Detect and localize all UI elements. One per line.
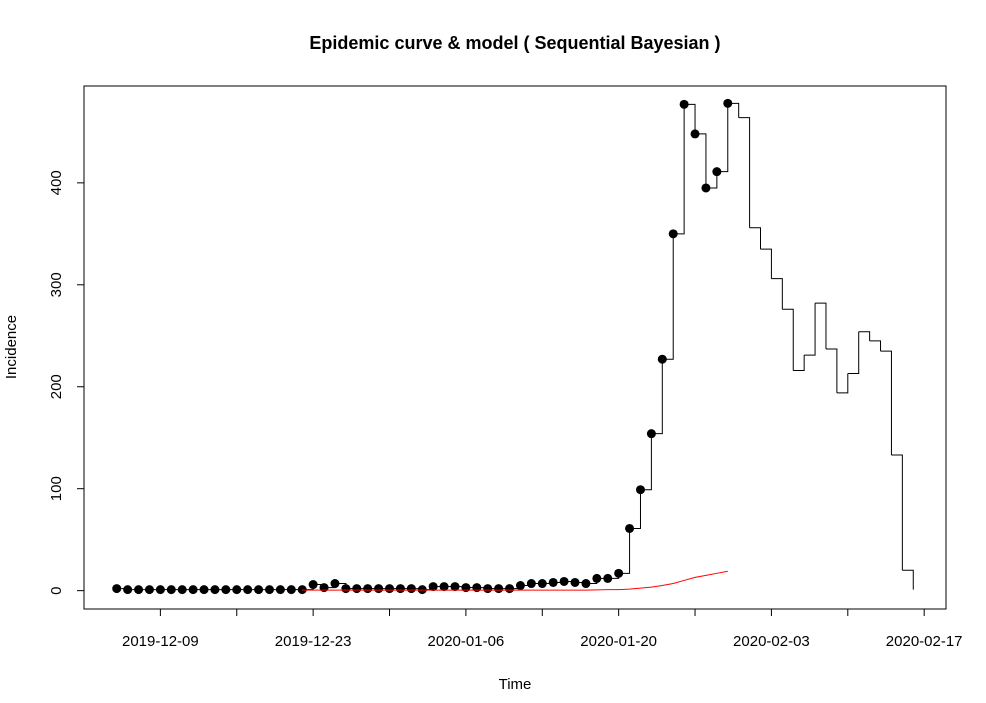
step-segment [716,103,729,173]
data-point [646,429,656,439]
data-point [581,579,591,589]
data-point [417,585,427,595]
step-segment [891,454,903,571]
data-point [472,583,482,593]
data-point [232,585,242,595]
data-point [483,584,493,594]
data-point [221,585,231,595]
data-point [385,584,395,594]
data-point [570,577,580,587]
data-point [341,584,351,594]
step-segment [760,248,772,279]
step-segment [880,350,892,456]
data-point [254,585,264,595]
data-point [701,183,711,193]
data-point [635,485,645,495]
data-point [308,580,318,590]
data-point [690,129,700,139]
data-point [537,579,547,589]
x-tick-label: 2019-12-09 [122,633,199,650]
x-tick-label: 2020-02-03 [733,633,810,650]
step-segment [902,569,914,590]
data-point [330,579,340,589]
data-point [155,585,165,595]
step-segment [782,308,794,371]
data-point [592,573,602,583]
data-point [712,167,722,177]
y-tick-label: 400 [48,170,65,195]
data-point [123,585,133,595]
data-point [461,583,471,593]
data-point [243,585,253,595]
data-point [657,354,667,364]
data-point [668,229,678,239]
data-point [210,585,220,595]
data-point [625,523,635,533]
data-point [395,584,405,594]
data-point [264,585,274,595]
data-point [603,573,613,583]
y-tick-label: 0 [48,586,65,594]
data-point [428,582,438,592]
step-segment [869,340,882,352]
data-point [679,99,689,109]
step-segment [629,489,641,529]
step-segment [771,278,783,310]
data-point [144,585,154,595]
data-point [723,98,733,108]
x-tick-label: 2020-02-17 [886,633,963,650]
data-point [450,582,460,592]
step-segment [695,133,707,188]
data-point [559,576,569,586]
data-point [177,585,187,595]
step-segment [858,331,871,341]
model-line [302,570,728,591]
data-point [275,585,285,595]
data-point [134,585,144,595]
data-point [188,585,198,595]
data-point [515,581,525,591]
data-point [548,577,558,587]
step-segment [640,433,652,491]
data-point [199,585,209,595]
data-point [286,585,296,595]
data-point [363,584,373,594]
step-segment [847,331,860,374]
step-segment [673,104,685,235]
data-point [526,579,536,589]
x-tick-label: 2020-01-06 [428,633,505,650]
x-axis-label: Time [499,676,532,693]
chart-title: Epidemic curve & model ( Sequential Baye… [309,33,720,53]
plot-frame [83,85,947,610]
x-tick-label: 2020-01-20 [580,633,657,650]
y-tick-label: 100 [48,476,65,501]
data-point [494,584,504,594]
step-segment [684,103,696,134]
data-point [439,582,449,592]
data-point [352,584,362,594]
step-segment [662,233,674,360]
data-point [319,583,329,593]
data-point [406,584,416,594]
data-point [505,584,515,594]
y-tick-label: 200 [48,374,65,399]
step-segment [749,227,762,250]
step-segment [738,117,751,228]
step-segment [815,302,827,350]
step-segment [825,348,838,393]
step-segment [793,355,805,371]
data-point [374,584,384,594]
data-point [297,585,307,595]
step-segment [651,359,663,435]
data-point [166,585,176,595]
data-point [112,584,122,594]
data-point [614,568,624,578]
y-axis-label: Incidence [3,315,20,379]
step-segment [836,373,849,394]
step-segment [804,303,816,356]
x-tick-label: 2019-12-23 [275,633,352,650]
y-tick-label: 300 [48,272,65,297]
step-segment [618,528,631,574]
